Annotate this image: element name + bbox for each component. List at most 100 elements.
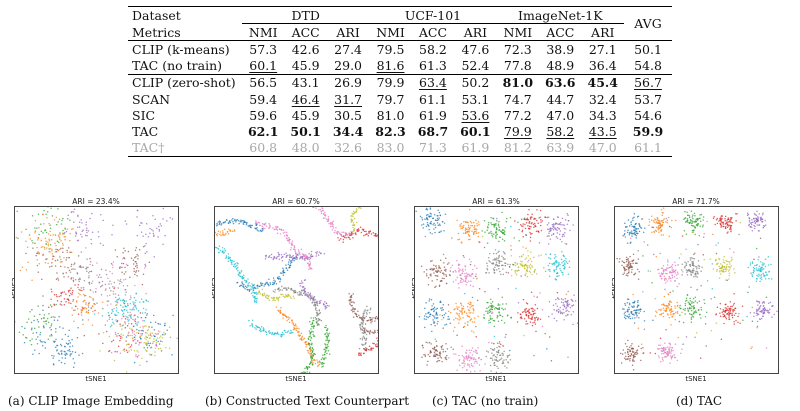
row-cell: 32.6 xyxy=(326,139,370,157)
x-axis-label: tSNE1 xyxy=(85,375,107,383)
row-cell: 38.9 xyxy=(539,40,582,58)
results-table: Dataset DTD UCF-101 ImageNet-1K AVG Metr… xyxy=(128,5,672,157)
metric-header: NMI xyxy=(503,24,533,40)
row-cell: 59.6 xyxy=(249,107,278,123)
row-method-name: TAC† xyxy=(128,139,242,157)
metric-header: ACC xyxy=(291,24,320,40)
row-cell: 47.0 xyxy=(581,139,624,157)
group-header-ucf101: UCF-101 xyxy=(369,5,497,25)
metric-header: ACC xyxy=(546,24,575,40)
caption-d: (d) TAC xyxy=(676,394,723,408)
row-cell: 56.7 xyxy=(624,73,672,91)
row-cell: 54.8 xyxy=(634,58,662,74)
table-row: CLIP (zero-shot) 56.5 43.1 26.9 79.9 63.4 50.2… xyxy=(128,73,672,91)
row-cell: 60.8 xyxy=(242,139,285,157)
row-cell: 63.6 xyxy=(539,73,582,91)
row-cell: 72.3 xyxy=(496,40,540,58)
row-cell: 68.7 xyxy=(417,123,449,139)
row-cell: 34.3 xyxy=(588,107,617,123)
row-cell: 63.4 xyxy=(411,73,455,91)
row-cell: 77.2 xyxy=(503,107,532,123)
row-cell: 61.9 xyxy=(419,107,447,123)
row-cell: 29.0 xyxy=(334,58,363,74)
row-cell: 45.4 xyxy=(581,73,624,91)
row-cell: 43.5 xyxy=(588,123,617,139)
comparison-rows: CLIP (zero-shot) 56.5 43.1 26.9 79.9 63.4 50.2… xyxy=(128,73,672,139)
row-cell: 61.1 xyxy=(624,139,672,157)
row-cell: 79.5 xyxy=(369,40,412,58)
row-cell: 77.8 xyxy=(503,58,532,74)
row-cell: 27.4 xyxy=(326,40,370,58)
row-cell: 57.3 xyxy=(242,40,285,58)
row-cell: 81.0 xyxy=(376,107,405,123)
dataset-header: Dataset xyxy=(128,5,242,24)
row-cell: 47.6 xyxy=(454,40,497,58)
row-cell: 31.7 xyxy=(334,91,363,107)
row-cell: 53.1 xyxy=(461,91,490,107)
baseline-rows: CLIP (k-means) 57.3 42.6 27.4 79.5 58.2 47.6 72… xyxy=(128,40,672,74)
row-cell: 34.4 xyxy=(332,123,364,139)
table-row: TAC 62.1 50.1 34.4 82.3 68.7 60.1 79.9 58.2 43.5 5… xyxy=(128,123,672,139)
row-cell: 32.4 xyxy=(588,91,617,107)
ari-label: ARI = 60.7% xyxy=(272,197,320,206)
row-cell: 71.3 xyxy=(411,139,455,157)
row-cell: 47.0 xyxy=(546,107,575,123)
tsne-plot-b xyxy=(214,206,379,374)
tsne-plot-d xyxy=(614,206,779,374)
row-cell: 56.5 xyxy=(242,73,285,91)
tsne-plot-a xyxy=(14,206,179,374)
row-cell: 54.6 xyxy=(634,107,662,123)
row-cell: 62.1 xyxy=(247,123,279,139)
row-cell: 53.7 xyxy=(634,91,662,107)
row-cell: 79.7 xyxy=(376,91,405,107)
row-method-name: SIC xyxy=(132,107,156,123)
row-cell: 59.9 xyxy=(632,123,664,139)
x-axis-label: tSNE1 xyxy=(285,375,307,383)
row-cell: 44.7 xyxy=(546,91,575,107)
row-cell: 63.9 xyxy=(539,139,582,157)
ari-label: ARI = 61.3% xyxy=(472,197,520,206)
table-row: CLIP (k-means) 57.3 42.6 27.4 79.5 58.2 47.6 72… xyxy=(128,40,672,58)
row-method-name: CLIP (zero-shot) xyxy=(128,73,242,91)
tsne-panel-c: ARI = 61.3% tSNE2 tSNE1 xyxy=(406,197,586,385)
tsne-panel-a: ARI = 23.4% tSNE2 tSNE1 xyxy=(6,197,186,385)
row-cell: 61.1 xyxy=(419,91,447,107)
x-axis-label: tSNE1 xyxy=(485,375,507,383)
row-cell: 27.1 xyxy=(581,40,624,58)
avg-header: AVG xyxy=(624,5,672,41)
row-cell: 36.4 xyxy=(588,58,617,74)
group-header-imagenet1k: ImageNet-1K xyxy=(496,5,624,25)
row-cell: 61.9 xyxy=(454,139,497,157)
caption-b: (b) Constructed Text Counterpart xyxy=(205,394,410,408)
row-cell: 81.6 xyxy=(376,58,405,74)
table-row: SIC 59.6 45.9 30.5 81.0 61.9 53.6 77.2 47.0 34.3 5… xyxy=(128,107,672,123)
row-cell: 61.3 xyxy=(419,58,447,74)
row-cell: 50.1 xyxy=(624,40,672,58)
metric-header: ARI xyxy=(591,24,615,40)
row-cell: 48.0 xyxy=(284,139,327,157)
row-cell: 50.2 xyxy=(454,73,497,91)
tsne-panel-b: ARI = 60.7% tSNE2 tSNE1 xyxy=(206,197,386,385)
ari-label: ARI = 23.4% xyxy=(72,197,120,206)
row-method-name: TAC (no train) xyxy=(132,58,223,74)
ari-label: ARI = 71.7% xyxy=(672,197,720,206)
table-row-dagger: TAC† 60.8 48.0 32.6 83.0 71.3 61.9 81.2 … xyxy=(128,139,672,157)
row-method-name: SCAN xyxy=(132,91,171,107)
table-row: SCAN 59.4 46.4 31.7 79.7 61.1 53.1 74.7 44.7 32.4… xyxy=(128,91,672,107)
row-cell: 81.2 xyxy=(496,139,540,157)
row-cell: 60.1 xyxy=(249,58,278,74)
x-axis-label: tSNE1 xyxy=(685,375,707,383)
metrics-header: Metrics xyxy=(132,24,181,40)
row-cell: 45.9 xyxy=(291,58,320,74)
metric-header: ACC xyxy=(418,24,448,40)
row-cell: 81.0 xyxy=(496,73,540,91)
row-cell: 46.4 xyxy=(291,91,320,107)
row-cell: 58.2 xyxy=(546,123,575,139)
row-cell: 82.3 xyxy=(375,123,406,139)
tsne-plot-c xyxy=(414,206,579,374)
metric-header: ARI xyxy=(463,24,488,40)
row-cell: 83.0 xyxy=(369,139,412,157)
row-cell: 43.1 xyxy=(284,73,327,91)
metric-header: NMI xyxy=(248,24,278,40)
row-cell: 59.4 xyxy=(249,91,278,107)
